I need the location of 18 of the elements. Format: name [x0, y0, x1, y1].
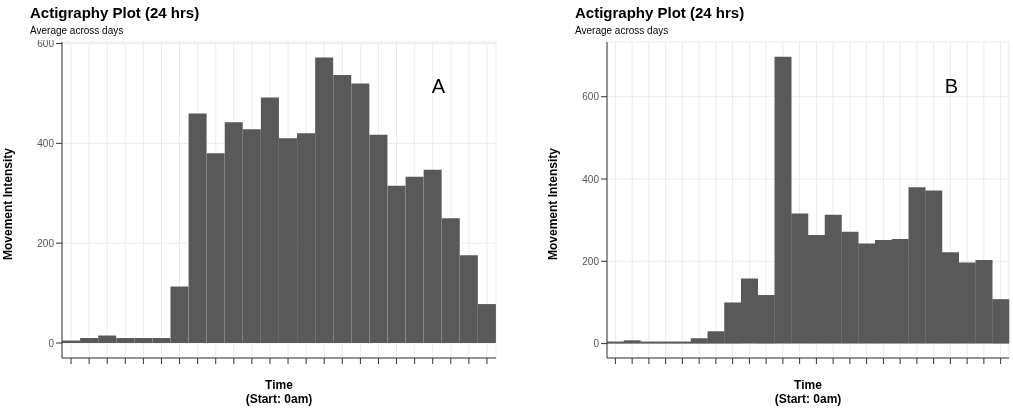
annotation: B [944, 75, 958, 98]
chart-title: Actigraphy Plot (24 hrs) [575, 4, 745, 21]
chart-title: Actigraphy Plot (24 hrs) [30, 4, 200, 21]
y-tick-label: 200 [582, 255, 600, 267]
x-axis-title: Time (Start: 0am) [773, 378, 843, 406]
annotation: A [431, 75, 445, 98]
y-tick-label: 400 [37, 137, 55, 149]
x-axis-title: Time (Start: 0am) [244, 378, 314, 406]
y-tick-label: 600 [37, 38, 55, 50]
chart-subtitle: Average across days [30, 25, 124, 36]
y-tick-label: 600 [582, 91, 600, 103]
y-tick-label: 400 [582, 173, 600, 185]
y-axis-title: Movement Intensity [546, 147, 561, 260]
chart-subtitle: Average across days [575, 25, 669, 36]
y-tick-label: 0 [48, 337, 55, 349]
y-tick-label: 0 [593, 338, 600, 350]
y-tick-label: 200 [37, 237, 55, 249]
y-axis-title: Movement Intensity [1, 147, 16, 260]
